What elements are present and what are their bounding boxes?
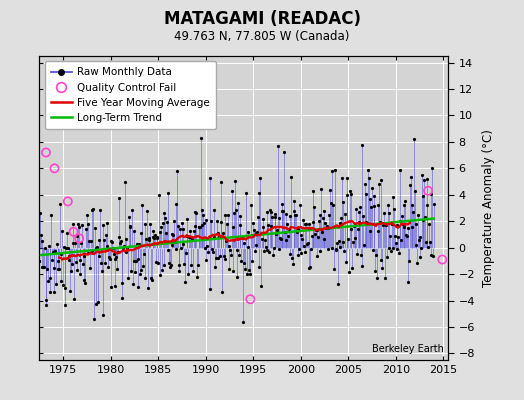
Text: MATAGAMI (READAC): MATAGAMI (READAC) <box>163 10 361 28</box>
Point <box>50 165 59 172</box>
Point <box>63 198 72 204</box>
Text: 49.763 N, 77.805 W (Canada): 49.763 N, 77.805 W (Canada) <box>174 30 350 43</box>
Point <box>75 235 83 242</box>
Point <box>42 149 50 156</box>
Text: Berkeley Earth: Berkeley Earth <box>372 344 444 354</box>
Point <box>69 228 78 235</box>
Y-axis label: Temperature Anomaly (°C): Temperature Anomaly (°C) <box>482 129 495 287</box>
Point <box>246 296 255 302</box>
Point <box>424 188 432 194</box>
Point <box>438 256 446 263</box>
Legend: Raw Monthly Data, Quality Control Fail, Five Year Moving Average, Long-Term Tren: Raw Monthly Data, Quality Control Fail, … <box>45 61 216 129</box>
